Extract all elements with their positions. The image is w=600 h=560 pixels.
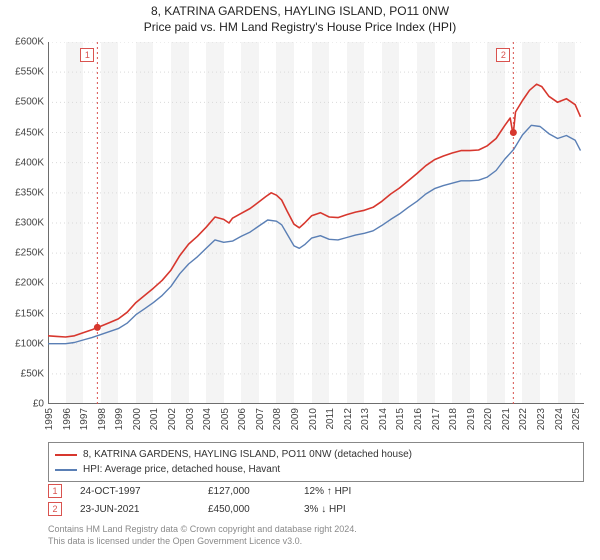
x-tick-label: 2005 [220,408,231,430]
x-tick-label: 2018 [448,408,459,430]
sale-marker-icon: 2 [48,502,62,516]
x-tick-label: 2012 [343,408,354,430]
x-tick-label: 2019 [466,408,477,430]
chart-container: 8, KATRINA GARDENS, HAYLING ISLAND, PO11… [0,0,600,560]
legend-label: 8, KATRINA GARDENS, HAYLING ISLAND, PO11… [83,447,412,462]
sale-delta: 12% ↑ HPI [304,486,414,497]
title-block: 8, KATRINA GARDENS, HAYLING ISLAND, PO11… [0,0,600,35]
footer-attribution: Contains HM Land Registry data © Crown c… [48,524,357,547]
legend-item: 8, KATRINA GARDENS, HAYLING ISLAND, PO11… [55,447,577,462]
y-tick-label: £50K [21,368,44,379]
chart-area: £0£50K£100K£150K£200K£250K£300K£350K£400… [48,42,584,404]
x-tick-label: 2024 [554,408,565,430]
sale-date: 23-JUN-2021 [80,504,208,515]
footer-line2: This data is licensed under the Open Gov… [48,536,357,548]
x-tick-label: 2013 [360,408,371,430]
x-tick-label: 2001 [149,408,160,430]
x-tick-label: 1998 [97,408,108,430]
x-tick-label: 2022 [518,408,529,430]
x-tick-label: 2009 [290,408,301,430]
y-tick-label: £100K [15,338,44,349]
y-tick-label: £500K [15,97,44,108]
y-tick-label: £600K [15,37,44,48]
x-tick-label: 2007 [255,408,266,430]
legend-swatch [55,454,77,456]
x-tick-label: 2008 [272,408,283,430]
sales-table: 1 24-OCT-1997£127,00012% ↑ HPI 2 23-JUN-202… [48,482,414,518]
x-tick-label: 2025 [571,408,582,430]
y-tick-label: £0 [33,399,44,410]
sale-date: 24-OCT-1997 [80,486,208,497]
x-tick-label: 2011 [325,408,336,430]
x-tick-label: 2010 [308,408,319,430]
sale-marker-1: 1 [80,48,94,62]
y-tick-label: £150K [15,308,44,319]
x-tick-label: 2004 [202,408,213,430]
legend-box: 8, KATRINA GARDENS, HAYLING ISLAND, PO11… [48,442,584,482]
x-tick-label: 2017 [431,408,442,430]
title-subtitle: Price paid vs. HM Land Registry's House … [0,20,600,36]
chart-svg [48,42,584,404]
sale-marker-2: 2 [496,48,510,62]
y-tick-label: £350K [15,187,44,198]
legend-label: HPI: Average price, detached house, Hava… [83,462,280,477]
title-address: 8, KATRINA GARDENS, HAYLING ISLAND, PO11… [0,4,600,20]
y-tick-label: £550K [15,67,44,78]
x-tick-label: 2014 [378,408,389,430]
legend-swatch [55,469,77,471]
sale-marker-icon: 1 [48,484,62,498]
y-tick-label: £300K [15,218,44,229]
x-tick-label: 2016 [413,408,424,430]
x-tick-label: 2015 [395,408,406,430]
x-tick-label: 2003 [185,408,196,430]
x-tick-label: 1999 [114,408,125,430]
x-tick-label: 1996 [62,408,73,430]
x-tick-label: 2023 [536,408,547,430]
y-tick-label: £250K [15,248,44,259]
sale-price: £450,000 [208,504,304,515]
x-tick-label: 2002 [167,408,178,430]
footer-line1: Contains HM Land Registry data © Crown c… [48,524,357,536]
sale-row: 2 23-JUN-2021£450,0003% ↓ HPI [48,500,414,518]
sale-delta: 3% ↓ HPI [304,504,414,515]
y-tick-label: £400K [15,157,44,168]
x-tick-label: 2021 [501,408,512,430]
x-tick-label: 2020 [483,408,494,430]
x-tick-label: 2006 [237,408,248,430]
y-tick-label: £200K [15,278,44,289]
x-tick-label: 2000 [132,408,143,430]
x-tick-label: 1995 [44,408,55,430]
y-tick-label: £450K [15,127,44,138]
sale-price: £127,000 [208,486,304,497]
legend-item: HPI: Average price, detached house, Hava… [55,462,577,477]
sale-row: 1 24-OCT-1997£127,00012% ↑ HPI [48,482,414,500]
x-tick-label: 1997 [79,408,90,430]
